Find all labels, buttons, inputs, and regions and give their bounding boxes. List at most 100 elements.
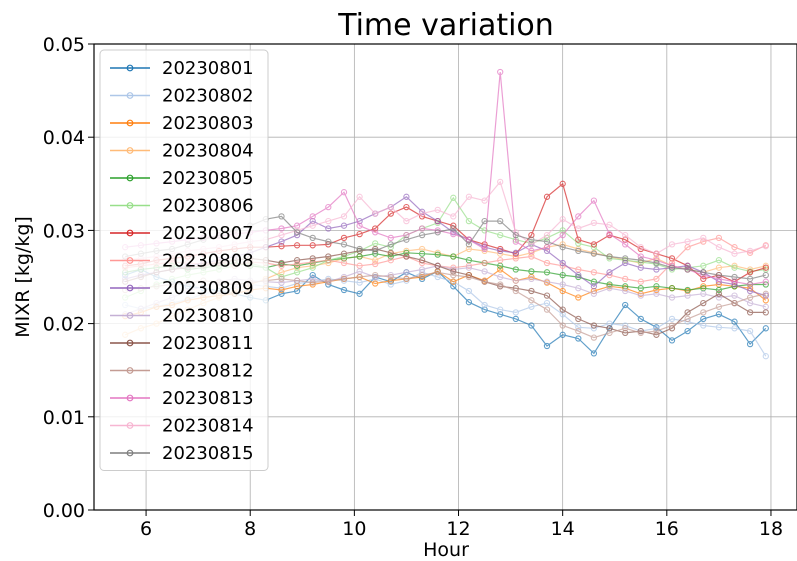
data-point bbox=[606, 269, 613, 276]
data-point bbox=[762, 264, 769, 271]
data-point bbox=[293, 242, 301, 249]
data-point bbox=[559, 259, 566, 267]
data-point bbox=[731, 250, 738, 257]
data-point bbox=[528, 275, 535, 283]
data-point bbox=[465, 273, 473, 281]
legend-marker bbox=[126, 119, 134, 127]
data-point bbox=[731, 325, 738, 332]
legend-label: 20230808 bbox=[162, 251, 254, 272]
data-point bbox=[668, 322, 676, 329]
data-point bbox=[356, 222, 363, 229]
data-point bbox=[356, 247, 363, 255]
data-point bbox=[559, 306, 566, 313]
data-point bbox=[575, 285, 582, 292]
legend-label: 20230810 bbox=[162, 306, 254, 327]
data-point bbox=[387, 281, 394, 288]
data-point bbox=[653, 275, 660, 283]
data-point bbox=[700, 315, 707, 323]
data-point bbox=[512, 309, 519, 316]
data-point bbox=[637, 315, 644, 323]
legend-label: 20230809 bbox=[162, 278, 254, 299]
data-point bbox=[387, 234, 394, 242]
data-point bbox=[543, 278, 551, 285]
data-point bbox=[746, 249, 754, 256]
data-point bbox=[622, 329, 629, 337]
data-point bbox=[512, 238, 519, 245]
data-point bbox=[606, 255, 613, 262]
data-point bbox=[418, 208, 426, 215]
data-point bbox=[340, 275, 348, 283]
data-point bbox=[715, 234, 723, 242]
data-point bbox=[606, 285, 613, 292]
data-point bbox=[309, 271, 316, 279]
data-point bbox=[715, 275, 723, 283]
data-point bbox=[622, 259, 629, 267]
data-point bbox=[731, 273, 738, 281]
data-point bbox=[278, 243, 285, 250]
data-point bbox=[668, 255, 676, 262]
y-tick-label: 0.04 bbox=[43, 127, 85, 149]
data-point bbox=[668, 315, 676, 323]
data-point bbox=[746, 287, 754, 295]
data-point bbox=[497, 68, 504, 76]
data-point bbox=[684, 292, 691, 299]
data-point bbox=[309, 255, 316, 262]
data-point bbox=[746, 275, 754, 283]
data-point bbox=[450, 268, 457, 275]
data-point bbox=[700, 275, 707, 283]
chart-title: Time variation bbox=[337, 8, 554, 43]
data-point bbox=[543, 292, 551, 299]
data-point bbox=[278, 231, 285, 239]
data-point bbox=[528, 322, 535, 329]
data-point bbox=[434, 269, 441, 276]
legend-item: 20230801 bbox=[110, 58, 254, 79]
legend-item: 20230803 bbox=[110, 113, 254, 134]
data-point bbox=[746, 247, 754, 255]
legend-marker bbox=[126, 449, 134, 457]
data-point bbox=[575, 294, 582, 301]
data-point bbox=[637, 257, 644, 264]
data-point bbox=[340, 286, 348, 294]
data-point bbox=[465, 241, 473, 248]
data-point bbox=[293, 269, 301, 276]
data-point bbox=[575, 324, 582, 331]
data-point bbox=[403, 269, 410, 276]
data-point bbox=[293, 257, 301, 264]
data-point bbox=[606, 329, 613, 337]
legend-item: 20230811 bbox=[110, 333, 254, 354]
data-point bbox=[715, 257, 723, 264]
data-point bbox=[356, 290, 363, 297]
data-point bbox=[293, 277, 301, 284]
data-point bbox=[668, 241, 676, 248]
data-point bbox=[403, 193, 410, 200]
x-tick-label: 16 bbox=[655, 518, 679, 540]
data-point bbox=[700, 234, 707, 242]
data-point bbox=[340, 213, 348, 220]
legend-item: 20230815 bbox=[110, 443, 254, 464]
data-point bbox=[372, 245, 379, 253]
data-point bbox=[622, 287, 629, 295]
data-point bbox=[450, 225, 457, 232]
data-point bbox=[668, 337, 676, 344]
legend-box bbox=[99, 49, 269, 471]
data-point bbox=[715, 244, 723, 251]
legend-marker bbox=[126, 284, 134, 292]
legend-item: 20230814 bbox=[110, 416, 254, 437]
data-point bbox=[434, 217, 441, 225]
data-point bbox=[418, 257, 426, 264]
data-point bbox=[762, 292, 769, 299]
legend-item: 20230809 bbox=[110, 278, 254, 299]
legend-marker bbox=[126, 394, 134, 402]
data-point bbox=[450, 264, 457, 271]
data-point bbox=[403, 275, 410, 283]
x-tick-label: 8 bbox=[244, 518, 256, 540]
y-axis-label: MIXR [kg/kg] bbox=[12, 216, 34, 338]
data-point bbox=[512, 287, 519, 295]
data-point bbox=[293, 229, 301, 236]
data-point bbox=[606, 253, 613, 260]
data-point bbox=[372, 273, 379, 281]
x-tick-label: 6 bbox=[140, 518, 152, 540]
data-point bbox=[372, 229, 379, 236]
data-point bbox=[340, 250, 348, 257]
